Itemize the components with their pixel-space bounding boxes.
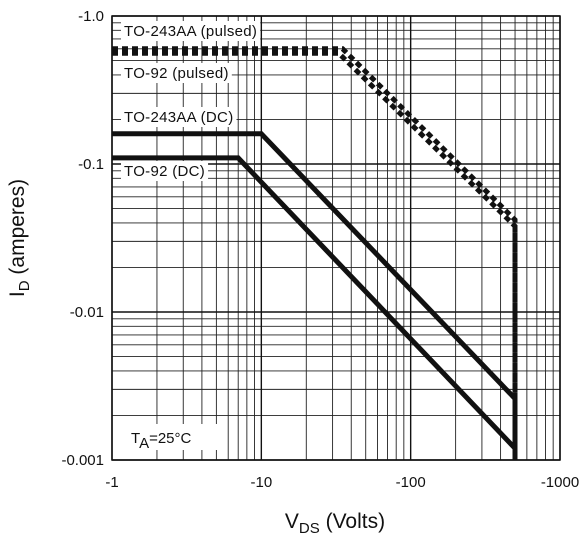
series-line-1 bbox=[112, 46, 518, 460]
x-axis-title: VDS (Volts) bbox=[285, 510, 385, 535]
series-line-2 bbox=[112, 50, 518, 460]
x-tick-label: -10 bbox=[250, 474, 272, 491]
annotation-temperature: TA=25°C bbox=[126, 424, 222, 452]
series-line-3 bbox=[112, 131, 518, 460]
y-tick-label: -0.01 bbox=[70, 304, 104, 321]
series-label-background bbox=[121, 63, 232, 83]
series-label-background bbox=[121, 107, 237, 127]
series-label: TO-243AA (pulsed) bbox=[124, 23, 257, 40]
series-line-4 bbox=[112, 155, 518, 460]
x-tick-labels: -1 -10 -100 -1000 bbox=[105, 474, 579, 491]
x-tick-label: -100 bbox=[396, 474, 426, 491]
y-tick-label: -1.0 bbox=[78, 8, 104, 25]
annotation-text: TA=25°C bbox=[131, 430, 192, 452]
y-axis-title: ID (amperes) bbox=[6, 179, 33, 297]
series-label: TO-243AA (DC) bbox=[124, 109, 234, 126]
series-label: TO-92 (DC) bbox=[124, 163, 205, 180]
series-label-background bbox=[121, 21, 261, 41]
y-tick-label: -0.1 bbox=[78, 156, 104, 173]
series-labels: TO-243AA (pulsed) TO-92 (pulsed) TO-243AA … bbox=[121, 21, 261, 181]
x-tick-label: -1000 bbox=[541, 474, 579, 491]
series-label-background bbox=[121, 161, 209, 181]
minor-gridlines bbox=[112, 16, 560, 460]
plot-frame bbox=[111, 15, 561, 461]
x-tick-label: -1 bbox=[105, 474, 118, 491]
y-tick-labels: -0.001 -0.01 -0.1 -1.0 bbox=[61, 8, 104, 469]
y-tick-label: -0.001 bbox=[61, 452, 104, 469]
series-label: TO-92 (pulsed) bbox=[124, 65, 229, 82]
series-lines bbox=[112, 46, 518, 460]
